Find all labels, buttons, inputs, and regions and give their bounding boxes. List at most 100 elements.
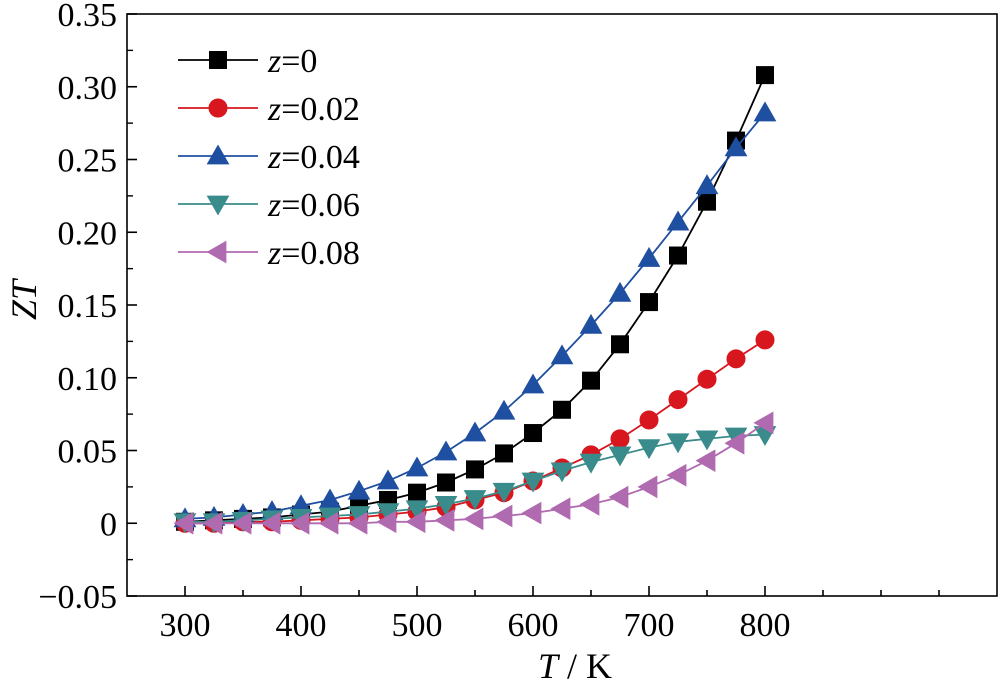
data-point [463, 490, 487, 511]
data-point [695, 430, 719, 451]
data-point [463, 421, 487, 442]
data-point [550, 344, 574, 365]
data-point [579, 453, 603, 474]
y-tick-label: 0.35 [58, 0, 118, 34]
data-point [405, 456, 429, 477]
data-point [260, 511, 281, 535]
data-point [640, 293, 658, 312]
data-point [550, 462, 574, 483]
legend-item: z=0.04 [178, 139, 360, 176]
data-point [405, 510, 426, 534]
data-point [521, 373, 545, 394]
data-point [579, 492, 600, 516]
data-point [724, 136, 748, 157]
x-tick-label: 800 [740, 607, 791, 644]
data-point [608, 446, 632, 467]
legend-label: z=0.06 [267, 187, 360, 224]
data-point [610, 429, 630, 449]
data-point [173, 511, 194, 535]
data-point [492, 482, 516, 503]
legend-label: z=0.02 [267, 91, 360, 128]
y-tick-label: 0.25 [58, 143, 118, 180]
x-tick-label: 300 [160, 607, 211, 644]
y-tick-label: 0.15 [58, 288, 118, 325]
data-point [376, 469, 400, 490]
data-point [669, 246, 687, 265]
legend-label: z=0.04 [267, 139, 360, 176]
data-point [550, 497, 571, 521]
y-tick-label: 0 [100, 506, 117, 543]
data-point [437, 473, 455, 492]
data-point [579, 313, 603, 334]
data-point [637, 475, 658, 499]
data-point [756, 66, 774, 85]
series-4 [173, 411, 774, 535]
data-point [608, 485, 629, 509]
data-point [206, 144, 230, 165]
data-point [463, 507, 484, 531]
data-point [347, 511, 368, 535]
y-axis: −0.05 0 0.05 0.10 0.15 0.20 0.25 0.30 0.35 [38, 0, 137, 616]
series-layer [173, 66, 777, 535]
data-point [206, 240, 227, 264]
data-point [666, 433, 690, 454]
x-axis: 300 400 500 600 700 800 [160, 586, 940, 644]
data-point [202, 511, 223, 535]
y-tick-label: 0.20 [58, 215, 118, 252]
data-point [524, 424, 542, 443]
legend-item: z=0.08 [178, 235, 360, 272]
data-point [637, 246, 661, 267]
data-point [695, 174, 719, 195]
y-tick-label: 0.30 [58, 70, 118, 107]
data-point [753, 411, 774, 435]
data-point [666, 463, 687, 487]
x-axis-title-var: T [538, 646, 561, 685]
legend-label: z=0.08 [267, 235, 360, 272]
y-tick-label: 0.10 [58, 361, 118, 398]
data-point [639, 410, 659, 430]
data-point [666, 210, 690, 231]
data-point [434, 495, 458, 516]
data-point [753, 101, 777, 122]
x-tick-label: 400 [276, 607, 327, 644]
x-axis-title-unit: / K [558, 646, 612, 685]
series-0 [176, 66, 774, 531]
data-point [492, 504, 513, 528]
data-point [408, 483, 426, 502]
data-point [231, 511, 252, 535]
legend: z=0 z=0.02 z=0.04 z=0.06 z=0.08 [178, 43, 360, 272]
data-point [289, 511, 310, 535]
data-point [208, 98, 228, 118]
x-tick-label: 500 [392, 607, 443, 644]
data-point [698, 192, 716, 211]
data-point [724, 431, 745, 455]
data-point [347, 479, 371, 500]
data-point [206, 195, 230, 216]
data-point [637, 439, 661, 460]
x-tick-label: 700 [624, 607, 675, 644]
data-point [582, 371, 600, 390]
data-point [318, 511, 339, 535]
legend-item: z=0.06 [178, 187, 360, 224]
data-point [726, 349, 746, 369]
data-point [697, 369, 717, 389]
y-tick-label: 0.05 [58, 434, 118, 471]
y-axis-title: ZT [4, 277, 44, 320]
data-point [521, 472, 545, 493]
y-tick-label: −0.05 [38, 579, 117, 616]
data-point [492, 399, 516, 420]
data-point [608, 281, 632, 302]
data-point [611, 335, 629, 354]
legend-item: z=0.02 [178, 91, 360, 128]
data-point [668, 390, 688, 410]
data-point [495, 444, 513, 463]
data-point [521, 501, 542, 525]
legend-item: z=0 [178, 43, 317, 80]
data-point [466, 460, 484, 479]
x-axis-title: T / K [538, 646, 612, 685]
data-point [695, 449, 716, 473]
data-point [434, 508, 455, 532]
data-point [553, 400, 571, 419]
x-tick-label: 600 [508, 607, 559, 644]
